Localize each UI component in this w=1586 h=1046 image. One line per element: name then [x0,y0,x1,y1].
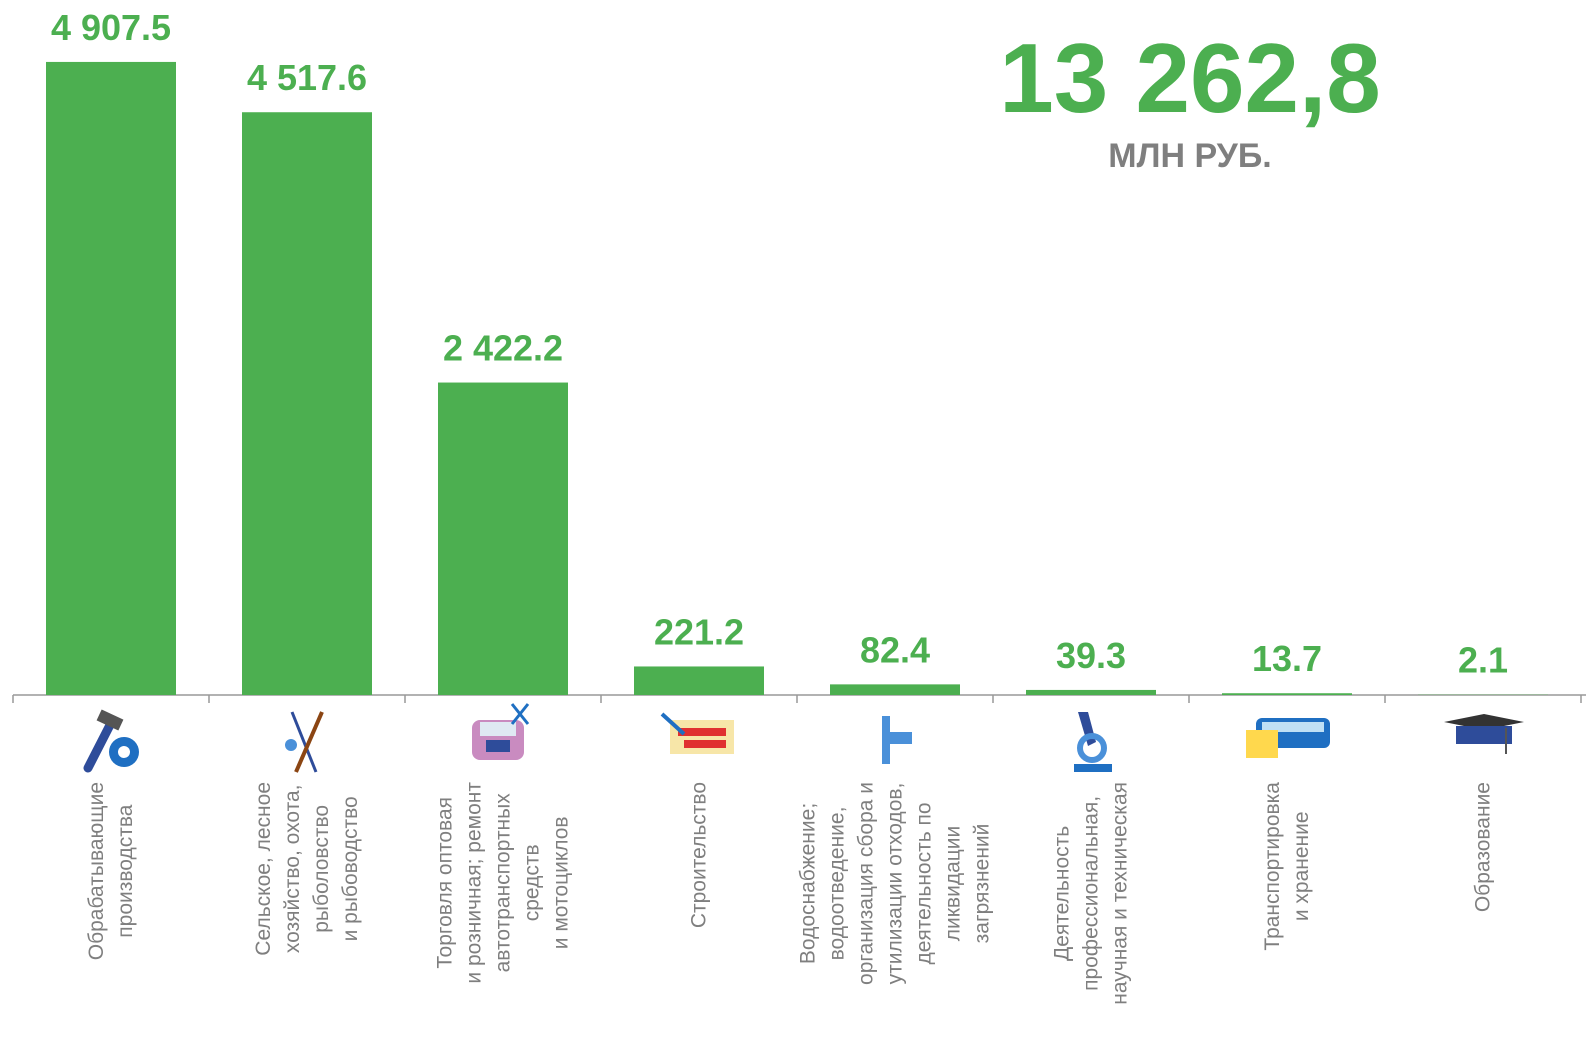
icon-agriculture [285,711,324,773]
icon-construction [660,712,734,754]
value-label: 39.3 [1056,635,1126,676]
icon-science [1074,712,1112,772]
x-tick-label: Водоснабжение; водоотведение, организаци… [796,782,994,985]
total-value: 13 262,8 [999,23,1380,133]
bar [634,666,764,695]
x-tick-label: Торговля оптовая и розничная; ремонт авт… [433,782,573,984]
x-tick-label: Сельское, лесное хозяйство, охота, рыбол… [252,782,362,956]
x-tick-label: Транспортировка и хранение [1261,782,1313,951]
value-label: 4 907.5 [51,7,171,48]
x-tick-label: Образование [1471,782,1495,913]
icons [83,703,1524,773]
value-label: 4 517.6 [247,57,367,98]
x-tick-label: Деятельность профессиональная, научная и… [1050,782,1132,1005]
value-label: 2 422.2 [443,328,563,369]
bar [830,684,960,695]
value-label: 13.7 [1252,638,1322,679]
icon-transport [1246,718,1330,758]
bar [242,112,372,695]
icon-manufacturing [83,709,139,773]
total-unit: МЛН РУБ. [1108,137,1271,175]
bar [1222,693,1352,695]
icon-water [882,716,912,764]
icon-education [1444,714,1524,754]
bar [1026,689,1156,695]
value-label: 2.1 [1458,640,1508,681]
x-tick-label: Обрабатывающие производства [85,782,137,961]
value-label: 82.4 [860,629,930,670]
value-label: 221.2 [654,611,744,652]
x-tick-label: Строительство [687,782,711,929]
bar [46,61,176,696]
icon-trade [472,703,530,760]
bar [438,382,568,695]
